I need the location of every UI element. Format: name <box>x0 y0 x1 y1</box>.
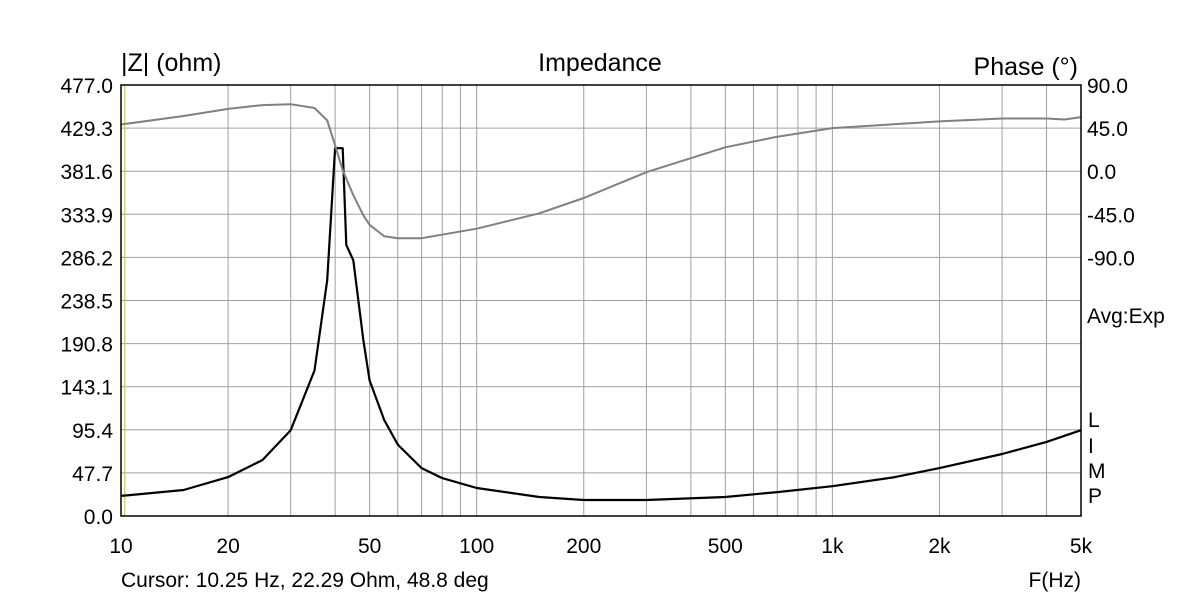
limp-letter: L <box>1088 409 1100 432</box>
y-tick-label-left: 47.7 <box>72 463 113 486</box>
y-axis-left-label: |Z| (ohm) <box>121 49 222 77</box>
limp-letter: M <box>1088 460 1106 483</box>
y-ticks-left: 0.0 47.7 95.4 143.1 190.8 238.5 286.2 333.9 381.… <box>60 75 113 529</box>
y-tick-label-left: 190.8 <box>60 334 113 357</box>
impedance-line <box>120 147 1082 502</box>
x-axis-label: F(Hz) <box>1029 569 1081 592</box>
y-tick-label-right: -45.0 <box>1087 204 1135 227</box>
limp-label: L I M P <box>1088 409 1106 508</box>
y-tick-label-left: 333.9 <box>60 204 113 227</box>
x-ticks: 10 20 50 100 200 500 1k 2k 5k <box>109 535 1092 558</box>
phase-line <box>120 103 1082 240</box>
y-tick-label-left: 477.0 <box>60 75 113 98</box>
y-tick-label-left: 286.2 <box>60 247 113 270</box>
x-tick-label: 1k <box>821 535 844 558</box>
y-tick-label-right: 90.0 <box>1087 75 1128 98</box>
y-ticks-right: 90.0 45.0 0.0 -45.0 -90.0 <box>1087 75 1135 270</box>
x-tick-label: 500 <box>708 535 743 558</box>
y-tick-label-left: 143.1 <box>60 377 113 400</box>
grid <box>121 85 1081 516</box>
y-axis-right-label: Phase (°) <box>974 53 1078 81</box>
y-tick-label-left: 381.6 <box>60 161 113 184</box>
y-tick-label-left: 95.4 <box>72 420 113 443</box>
avg-annotation: Avg:Exp <box>1087 305 1165 328</box>
x-tick-label: 10 <box>109 535 132 558</box>
y-tick-label-right: -90.0 <box>1087 247 1135 270</box>
y-tick-label-left: 429.3 <box>60 118 113 141</box>
x-tick-label: 50 <box>358 535 381 558</box>
cursor-readout: Cursor: 10.25 Hz, 22.29 Ohm, 48.8 deg <box>121 569 489 592</box>
x-tick-label: 100 <box>459 535 494 558</box>
x-tick-label: 200 <box>566 535 601 558</box>
y-tick-label-right: 45.0 <box>1087 118 1128 141</box>
x-tick-label: 2k <box>928 535 951 558</box>
x-tick-label: 5k <box>1070 535 1093 558</box>
limp-letter: I <box>1088 435 1094 458</box>
chart-title: Impedance <box>538 49 662 77</box>
y-tick-label-left: 0.0 <box>84 506 113 529</box>
x-tick-label: 20 <box>216 535 239 558</box>
plot-frame <box>120 84 1082 517</box>
limp-letter: P <box>1088 485 1102 508</box>
y-tick-label-left: 238.5 <box>60 291 113 314</box>
series-group <box>120 103 1082 502</box>
y-tick-label-right: 0.0 <box>1087 161 1116 184</box>
